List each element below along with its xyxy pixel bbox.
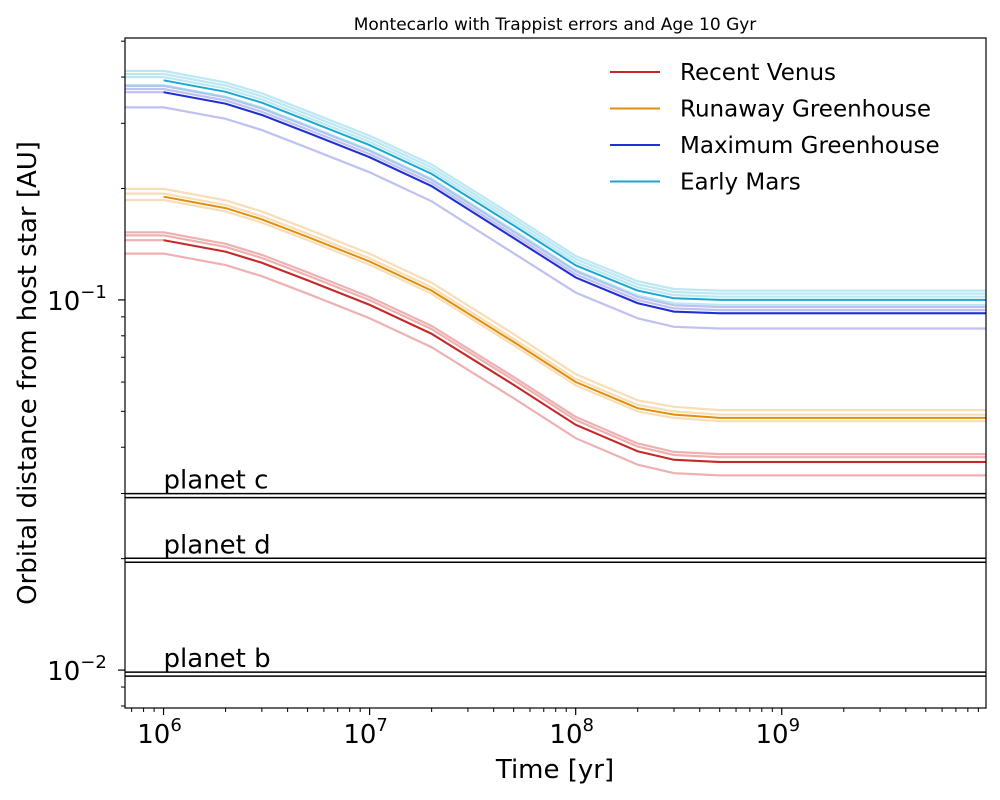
band-line-maximum-greenhouse xyxy=(125,87,986,312)
plot-marks: planet c planet d planet b xyxy=(125,69,986,677)
y-axis-title: Orbital distance from host star [AU] xyxy=(13,141,43,605)
chart-title: Montecarlo with Trappist errors and Age … xyxy=(354,15,757,35)
band-line-runaway-greenhouse xyxy=(125,192,986,416)
series-line-maximum-greenhouse xyxy=(163,91,986,315)
legend-label-early-mars: Early Mars xyxy=(680,170,801,196)
x-tick-label: 109 xyxy=(755,715,800,750)
x-tick-label: 108 xyxy=(549,715,594,750)
x-tick-label: 106 xyxy=(137,715,182,750)
band-line-recent-venus xyxy=(125,231,986,456)
band-line-early-mars xyxy=(125,84,986,306)
legend-label-recent-venus: Recent Venus xyxy=(680,60,836,86)
series-line-recent-venus xyxy=(163,239,986,463)
x-axis-title: Time [yr] xyxy=(495,755,614,785)
plot-frame xyxy=(124,37,987,709)
ref-label-planet-c: planet c xyxy=(164,466,269,496)
legend-label-runaway-greenhouse: Runaway Greenhouse xyxy=(680,97,931,123)
series-line-runaway-greenhouse xyxy=(163,195,986,419)
y-tick-label: 10−2 xyxy=(47,652,107,687)
band-line-maximum-greenhouse xyxy=(125,106,986,330)
ref-label-planet-d: planet d xyxy=(164,530,271,560)
band-line-runaway-greenhouse xyxy=(125,187,986,412)
band-line-early-mars xyxy=(125,75,986,298)
legend-label-maximum-greenhouse: Maximum Greenhouse xyxy=(680,133,940,159)
legend: Recent Venus Runaway Greenhouse Maximum Gr… xyxy=(610,60,940,196)
band-line-early-mars xyxy=(125,72,986,295)
band-line-runaway-greenhouse xyxy=(125,198,986,423)
x-tick-label: 107 xyxy=(343,715,388,750)
y-tick-label: 10−1 xyxy=(47,282,107,317)
band-line-recent-venus xyxy=(125,234,986,459)
series-line-early-mars xyxy=(163,79,986,301)
band-line-recent-venus xyxy=(125,252,986,477)
ref-label-planet-b: planet b xyxy=(164,644,271,674)
band-line-early-mars xyxy=(125,69,986,292)
